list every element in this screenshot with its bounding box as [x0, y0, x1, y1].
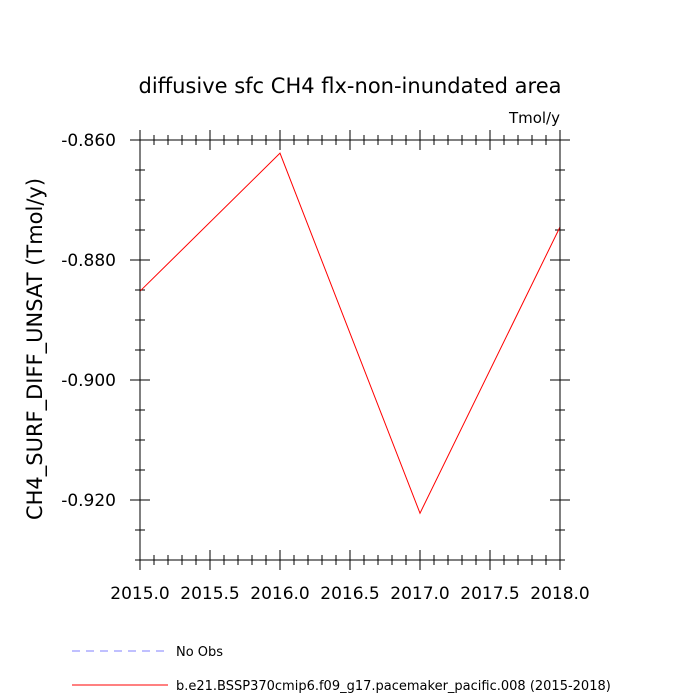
x-tick-label: 2016.5 — [320, 584, 379, 604]
chart-title: diffusive sfc CH4 flx-non-inundated area — [138, 74, 561, 98]
y-tick-label: -0.900 — [61, 371, 116, 391]
legend-label: b.e21.BSSP370cmip6.f09_g17.pacemaker_pac… — [176, 679, 611, 694]
plot-lines — [139, 152, 561, 515]
y-tick-labels: -0.860 -0.880 -0.900 -0.920 — [61, 131, 116, 511]
y-tick-label: -0.860 — [61, 131, 116, 151]
x-tick-labels: 2015.0 2015.5 2016.0 2016.5 2017.0 2017.5 2018… — [110, 584, 589, 604]
x-tick-label: 2017.0 — [390, 584, 449, 604]
x-tick-label: 2015.0 — [110, 584, 169, 604]
y-tick-label: -0.880 — [61, 251, 116, 271]
x-tick-label: 2015.5 — [180, 584, 239, 604]
major-ticks — [130, 130, 570, 570]
minor-ticks — [135, 135, 565, 565]
y-axis-label: CH4_SURF_DIFF_UNSAT (Tmol/y) — [23, 178, 48, 520]
x-tick-label: 2018.0 — [530, 584, 589, 604]
x-tick-label: 2016.0 — [250, 584, 309, 604]
x-tick-label: 2017.5 — [460, 584, 519, 604]
units-label: Tmol/y — [508, 109, 560, 127]
plot-frame — [139, 139, 561, 561]
series-line — [139, 152, 561, 515]
legend: No Obs b.e21.BSSP370cmip6.f09_g17.pacemak… — [72, 645, 611, 694]
legend-label: No Obs — [176, 645, 223, 660]
y-tick-label: -0.920 — [61, 491, 116, 511]
